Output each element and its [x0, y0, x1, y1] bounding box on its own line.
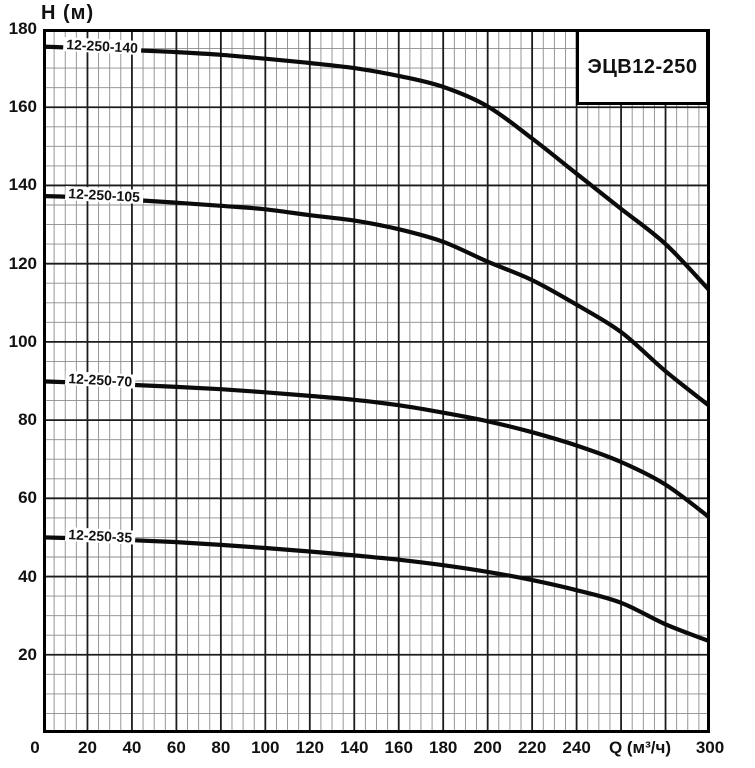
y-tick-label-100: 100	[8, 331, 37, 351]
curve-12-250-35	[43, 535, 710, 644]
y-tick-label-160: 160	[8, 97, 37, 117]
x-axis-title: Q (м³/ч)	[608, 738, 672, 757]
x-tick-label-60: 60	[166, 738, 186, 757]
y-axis-title: H (м)	[41, 2, 95, 24]
x-tick-label-300: 300	[695, 738, 725, 757]
x-tick-label-120: 120	[295, 738, 324, 757]
curve-label-12-250-105: 12-250-105	[65, 185, 144, 205]
x-tick-label-200: 200	[473, 738, 502, 757]
curve-12-250-70	[43, 379, 710, 520]
curve-label-12-250-140: 12-250-140	[63, 36, 142, 55]
pump-model-box: ЭЦВ12-250	[576, 29, 709, 105]
x-tick-label-180: 180	[429, 738, 458, 757]
x-tick-label-0: 0	[30, 738, 40, 757]
plot-area	[43, 29, 710, 733]
y-tick-label-120: 120	[8, 253, 37, 273]
x-tick-label-100: 100	[251, 738, 280, 757]
curve-12-250-105	[43, 193, 710, 409]
x-tick-label-140: 140	[340, 738, 369, 757]
y-tick-label-180: 180	[8, 19, 37, 38]
curve-label-12-250-35: 12-250-35	[65, 527, 136, 546]
x-tick-label-240: 240	[562, 738, 591, 757]
y-tick-label-40: 40	[18, 566, 37, 586]
curve-label-12-250-70: 12-250-70	[65, 371, 136, 390]
pump-model-label: ЭЦВ12-250	[587, 55, 698, 78]
x-tick-label-80: 80	[211, 738, 231, 757]
y-tick-label-20: 20	[18, 644, 37, 664]
plot-border	[43, 29, 710, 733]
curve-12-250-140	[43, 44, 710, 294]
x-tick-label-40: 40	[122, 738, 142, 757]
x-tick-label-220: 220	[517, 738, 547, 757]
y-tick-label-140: 140	[8, 175, 37, 195]
x-tick-label-160: 160	[384, 738, 413, 757]
x-tick-label-20: 20	[77, 738, 97, 757]
y-tick-label-60: 60	[18, 488, 37, 508]
y-tick-label-80: 80	[18, 410, 37, 430]
